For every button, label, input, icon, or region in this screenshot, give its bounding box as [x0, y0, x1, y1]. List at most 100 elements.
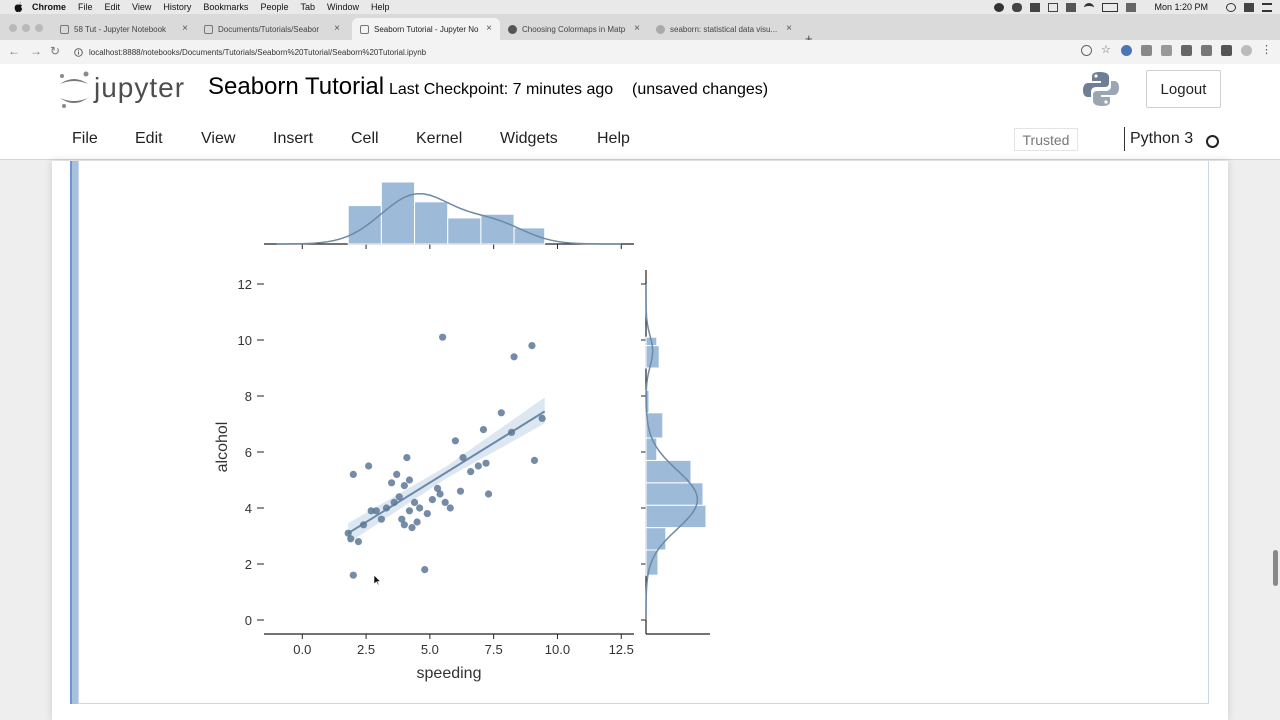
scatter-point — [405, 507, 414, 515]
zoom-icon[interactable] — [1081, 45, 1092, 56]
menu-cell[interactable]: Cell — [351, 130, 379, 147]
menu-widgets[interactable]: Widgets — [500, 130, 558, 147]
more-icon[interactable]: ⋮ — [1261, 44, 1272, 56]
cloud-icon[interactable] — [1012, 2, 1023, 12]
confidence-band — [348, 397, 545, 544]
os-menu-help[interactable]: Help — [371, 2, 390, 12]
tab-close-icon[interactable]: × — [182, 23, 188, 34]
os-menu-view[interactable]: View — [132, 2, 152, 12]
puzzle-icon[interactable] — [1221, 45, 1232, 56]
control-center-icon[interactable] — [1244, 2, 1254, 12]
extension-toolbar: ☆ ⋮ — [1081, 45, 1272, 56]
profile-icon[interactable] — [1241, 45, 1252, 56]
search-icon[interactable] — [1226, 2, 1236, 12]
os-menu-edit[interactable]: Edit — [104, 2, 121, 12]
os-menu-bookmarks[interactable]: Bookmarks — [203, 2, 249, 12]
extension-icon[interactable] — [1141, 45, 1152, 56]
volume-icon[interactable] — [1066, 2, 1077, 12]
window-minimize-button[interactable] — [22, 24, 30, 32]
scatter-point — [382, 504, 391, 512]
y-tick-label: 2 — [245, 557, 252, 572]
tab-close-icon[interactable]: × — [634, 23, 640, 34]
os-menu-chrome[interactable]: Chrome — [32, 2, 67, 12]
scatter-point — [349, 571, 357, 579]
menu-insert[interactable]: Insert — [273, 130, 314, 147]
x-histogram-bar — [347, 205, 382, 245]
back-icon[interactable]: ← — [8, 44, 20, 58]
notebook-name[interactable]: Seaborn Tutorial — [208, 73, 385, 100]
tab-close-icon[interactable]: × — [334, 23, 340, 34]
y-kde-curve — [645, 283, 699, 621]
scatter-point — [354, 538, 363, 546]
address-bar[interactable]: localhost:8888/notebooks/Documents/Tutor… — [66, 43, 1076, 61]
logout-button[interactable]: Logout — [1146, 70, 1221, 108]
record-icon[interactable] — [994, 2, 1005, 12]
scrollbar-thumb[interactable] — [1273, 550, 1278, 586]
trusted-indicator[interactable]: Trusted — [1014, 128, 1078, 151]
tab-close-icon[interactable]: × — [786, 23, 792, 34]
notification-center-icon[interactable] — [1262, 2, 1272, 12]
scatter-point — [416, 504, 424, 512]
scatter-point — [400, 482, 408, 490]
os-menu-tab[interactable]: Tab — [300, 2, 315, 12]
menu-edit[interactable]: Edit — [135, 130, 163, 147]
jupyter-logo-icon[interactable] — [58, 70, 194, 110]
scatter-point — [459, 454, 467, 462]
os-menu-people[interactable]: People — [260, 2, 289, 12]
extension-icon[interactable] — [1161, 45, 1172, 56]
os-status-area: Mon 1:20 PM — [994, 0, 1272, 14]
x-tick-label: 12.5 — [609, 642, 634, 657]
wifi-icon[interactable] — [1084, 2, 1095, 12]
extension-icon[interactable] — [1201, 45, 1212, 56]
x-histogram-bar — [447, 217, 482, 245]
x-axis-label: speeding — [417, 665, 482, 682]
os-menu-history[interactable]: History — [163, 2, 192, 12]
scatter-point — [510, 353, 518, 361]
kernel-name[interactable]: Python 3 — [1130, 130, 1194, 147]
output-cell[interactable] — [78, 161, 1209, 704]
scatter-point — [528, 342, 536, 350]
x-histogram-bar — [513, 227, 546, 245]
autosave-status: (unsaved changes) — [632, 81, 769, 98]
airplay-icon[interactable] — [1048, 2, 1059, 12]
scatter-point — [423, 510, 431, 518]
window-zoom-button[interactable] — [35, 24, 43, 32]
os-menu-window[interactable]: Window — [326, 2, 359, 12]
reload-icon[interactable]: ↻ — [50, 44, 61, 58]
menu-view[interactable]: View — [201, 130, 236, 147]
x-tick-label: 7.5 — [485, 642, 503, 657]
scatter-point — [479, 426, 488, 434]
browser-tab[interactable]: seaborn: statistical data visu... × — [648, 18, 800, 40]
menu-file[interactable]: File — [72, 130, 98, 147]
browser-tab[interactable]: Documents/Tutorials/Seabor × — [196, 18, 348, 40]
y-tick-label: 4 — [245, 501, 252, 516]
clock[interactable]: Mon 1:20 PM — [1154, 2, 1208, 12]
scatter-point — [441, 498, 449, 506]
jupyter-logo-text[interactable]: jupyter — [94, 72, 186, 103]
scatter-point — [467, 468, 475, 476]
scatter-point — [349, 470, 357, 478]
info-icon[interactable] — [74, 47, 83, 57]
new-tab-icon[interactable]: + — [805, 31, 813, 46]
apple-icon[interactable] — [12, 2, 24, 12]
menu-help[interactable]: Help — [597, 130, 630, 147]
tab-close-icon[interactable]: × — [486, 23, 492, 34]
cell-selection-bar[interactable] — [70, 161, 78, 704]
scatter-point — [347, 535, 355, 543]
extension-icon[interactable] — [1121, 45, 1132, 56]
window-close-button[interactable] — [9, 24, 17, 32]
x-kde-curve — [276, 192, 622, 245]
forward-icon[interactable]: → — [30, 44, 42, 58]
os-menu-file[interactable]: File — [78, 2, 93, 12]
extension-icon[interactable] — [1181, 45, 1192, 56]
menu-kernel[interactable]: Kernel — [416, 130, 463, 147]
flag-icon[interactable] — [1126, 2, 1137, 12]
scatter-point — [365, 462, 373, 470]
star-icon[interactable]: ☆ — [1101, 44, 1111, 56]
bluetooth-icon[interactable] — [1030, 2, 1041, 12]
browser-tab[interactable]: Choosing Colormaps in Matp × — [500, 18, 648, 40]
jointplot-figure: 0.0 2.5 5.0 7.5 10.0 12.5 0 2 4 6 8 10 12 speeding a… — [214, 181, 710, 682]
battery-icon[interactable] — [1102, 2, 1119, 12]
browser-tab[interactable]: 58 Tut - Jupyter Notebook × — [52, 18, 196, 40]
browser-tab-active[interactable]: Seaborn Tutorial - Jupyter No × — [352, 18, 500, 40]
